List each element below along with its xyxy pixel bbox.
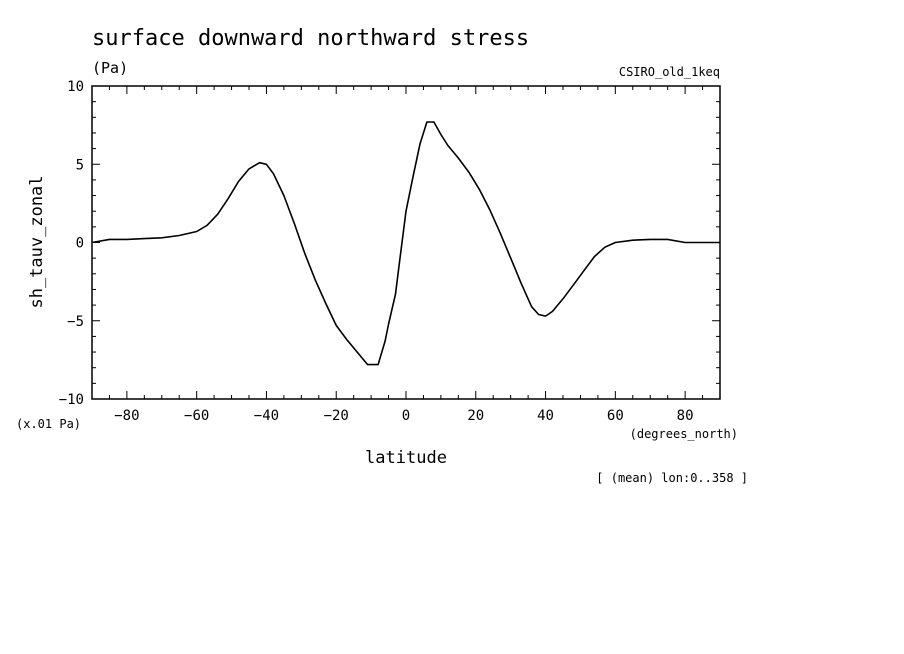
x-tick-label: −80 <box>114 408 139 424</box>
x-tick-label: −20 <box>324 408 349 424</box>
x-tick-label: 20 <box>467 408 484 424</box>
y-scale-note: (x.01 Pa) <box>16 417 81 431</box>
footnote: [ (mean) lon:0..358 ] <box>596 471 748 485</box>
x-units-label: (degrees_north) <box>630 427 738 441</box>
y-tick-label: −10 <box>59 392 84 408</box>
x-tick-label: 0 <box>402 408 410 424</box>
y-tick-label: 5 <box>76 157 84 173</box>
series-layer <box>91 121 720 366</box>
y-tick-label: 10 <box>67 79 84 95</box>
x-tick-label: 80 <box>677 408 694 424</box>
x-tick-label: −60 <box>184 408 209 424</box>
units-label: (Pa) <box>92 59 128 77</box>
x-tick-label: −40 <box>254 408 279 424</box>
series-line <box>91 121 720 366</box>
x-axis-label: latitude <box>365 448 447 468</box>
model-label: CSIRO_old_1keq <box>619 65 720 79</box>
axis-ticks: −80 −60 −40 −20 0 20 40 60 80 −10 −5 0 5 10 <box>59 79 721 424</box>
x-tick-label: 60 <box>607 408 624 424</box>
y-tick-label: −5 <box>67 314 84 330</box>
chart-title: surface downward northward stress <box>92 26 529 51</box>
x-tick-label: 40 <box>537 408 554 424</box>
y-axis-label: sh_tauv_zonal <box>27 175 47 308</box>
y-tick-label: 0 <box>76 236 84 252</box>
